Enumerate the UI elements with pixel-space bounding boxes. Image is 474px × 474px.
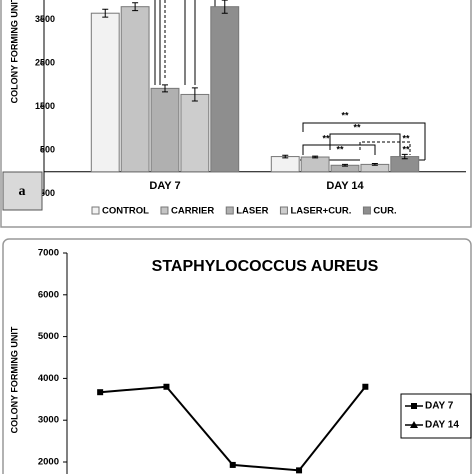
legend-label: LASER+CUR. <box>290 206 351 217</box>
legend-swatch <box>91 206 100 215</box>
y-axis-title: COLONY FORMING UNIT <box>9 0 19 103</box>
y-tick-label: 500 <box>40 144 55 154</box>
legend-swatch <box>362 206 371 215</box>
y-tick-label: -500 <box>37 188 55 198</box>
point <box>229 461 236 468</box>
legend-swatch <box>160 206 169 215</box>
legend-swatch <box>279 206 288 215</box>
point <box>410 421 418 428</box>
significance-label: ** <box>336 144 344 154</box>
significance-label: ** <box>402 144 410 154</box>
legend-label: CUR. <box>373 206 396 217</box>
panel-label-box <box>2 171 43 211</box>
error-bar <box>162 84 168 93</box>
y-tick-label: 2000 <box>38 457 59 468</box>
y-tick-label: 6000 <box>38 289 59 300</box>
legend-label: DAY 14 <box>425 420 459 431</box>
significance-lines <box>154 0 426 161</box>
y-axis-title: COLONY FORMING UNIT <box>9 326 19 433</box>
error-bar <box>102 8 109 18</box>
bar <box>300 156 330 173</box>
bottom-panel <box>2 238 472 474</box>
legend-box <box>400 393 472 439</box>
error-bar <box>282 154 289 159</box>
error-bar <box>312 155 319 159</box>
error-bar <box>132 2 139 12</box>
legend-label: CONTROL <box>102 206 149 217</box>
significance-label: ** <box>341 110 349 120</box>
bar <box>180 93 210 173</box>
panel-label: a <box>19 184 26 199</box>
significance-label: ** <box>402 133 410 143</box>
y-tick-label: 7000 <box>38 248 59 259</box>
point <box>362 383 369 390</box>
legend-label: LASER <box>236 206 268 217</box>
error-bar <box>191 87 198 102</box>
y-tick-label: 5000 <box>38 331 59 342</box>
point <box>411 403 417 409</box>
x-tick-label: DAY 14 <box>326 180 364 192</box>
error-bar <box>401 153 408 160</box>
y-tick-label: 4000 <box>38 373 59 384</box>
y-tick-label: 2500 <box>35 58 55 68</box>
legend-swatch <box>225 206 234 215</box>
significance-label: ** <box>322 133 330 143</box>
bar <box>270 156 300 173</box>
error-bar <box>371 163 378 166</box>
bar <box>150 87 180 173</box>
bar <box>210 6 240 173</box>
bar <box>90 12 120 173</box>
legend-label: DAY 7 <box>425 401 454 412</box>
point <box>163 383 170 390</box>
significance-label: ** <box>353 122 361 132</box>
legend-label: CARRIER <box>171 206 214 217</box>
y-tick-label: 3500 <box>35 14 55 24</box>
chart-title: STAPHYLOCOCCUS AUREUS <box>152 258 379 275</box>
point <box>296 467 303 474</box>
y-tick-label: 3000 <box>38 415 59 426</box>
x-tick-label: DAY 7 <box>149 180 180 192</box>
error-bar <box>221 0 228 14</box>
bar <box>120 6 150 173</box>
y-tick-label: 1500 <box>35 101 55 111</box>
error-bar <box>342 163 348 167</box>
point <box>97 389 104 396</box>
